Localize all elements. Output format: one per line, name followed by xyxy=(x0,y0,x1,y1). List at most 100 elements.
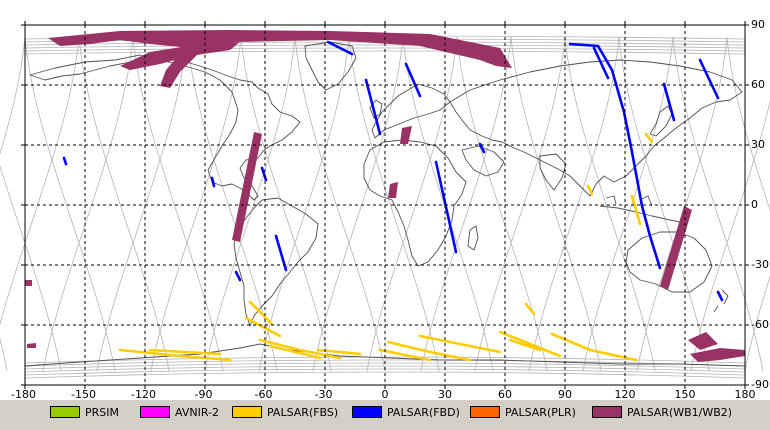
lon-tick-label: -120 xyxy=(131,388,156,401)
coast-india xyxy=(539,153,567,191)
legend-swatch xyxy=(470,406,500,418)
legend-swatch xyxy=(232,406,262,418)
orbit-track xyxy=(510,36,602,372)
lat-tick-label: 30 xyxy=(751,138,765,151)
legend-label: PALSAR(FBS) xyxy=(267,405,339,419)
legend-item: PRSIM xyxy=(50,405,119,419)
lon-tick-label: 120 xyxy=(614,388,636,401)
lon-tick-label: -60 xyxy=(254,388,273,401)
orbit-track xyxy=(24,371,746,379)
lon-tick-label: 30 xyxy=(438,388,452,401)
swaths-palsar-fbd xyxy=(62,40,724,302)
fbd-track-13 xyxy=(234,270,242,282)
map-panel: -180 -150 -120 -90 -60 -30 0 30 60 90 120 150 180 90… xyxy=(0,0,770,401)
orbit-track xyxy=(24,36,116,372)
lat-tick-label: 90 xyxy=(751,18,765,31)
wb-swath-west-2 xyxy=(27,343,36,348)
orbit-track xyxy=(456,36,548,372)
lon-tick-label: 180 xyxy=(734,388,756,401)
fbd-track-1 xyxy=(326,40,354,56)
legend-label: AVNIR-2 xyxy=(175,405,219,419)
legend-item: PALSAR(FBS) xyxy=(232,405,338,419)
wb-swath-arctic-2 xyxy=(120,42,240,70)
fbd-track-2 xyxy=(364,78,382,136)
coast-greenland xyxy=(304,41,357,91)
legend-item: PALSAR(WB1/WB2) xyxy=(592,405,732,419)
fbs-track-1 xyxy=(248,300,274,326)
fbd-track-6 xyxy=(568,42,662,270)
fbd-track-3 xyxy=(404,62,422,98)
coast-australia xyxy=(625,231,713,293)
lon-tick-label: -90 xyxy=(194,388,213,401)
orbit-track xyxy=(24,47,746,52)
orbit-track xyxy=(0,36,26,155)
lat-tick-label: -30 xyxy=(751,258,769,271)
fbd-track-14 xyxy=(210,176,216,188)
wb-swath-americas xyxy=(232,132,262,242)
grid-lines xyxy=(25,25,745,385)
lon-tick-label: 60 xyxy=(498,388,512,401)
legend-swatch xyxy=(352,406,382,418)
orbit-track xyxy=(24,365,746,373)
lon-tick-label: -30 xyxy=(314,388,333,401)
legend: PRSIM AVNIR-2 PALSAR(FBS) PALSAR(FBD) PALSAR… xyxy=(0,400,770,430)
lon-tick-label: -150 xyxy=(71,388,96,401)
orbit-track xyxy=(0,165,62,372)
fbd-track-5 xyxy=(478,142,486,154)
fbd-track-8 xyxy=(662,82,676,122)
fbs-track-3 xyxy=(118,348,232,362)
orbit-track xyxy=(744,275,770,372)
wb-swath-arctic xyxy=(48,30,512,88)
fbd-track-4 xyxy=(434,160,458,254)
orbit-track xyxy=(24,359,746,367)
world-map xyxy=(0,21,770,389)
fbs-track-2 xyxy=(244,316,282,338)
legend-label: PALSAR(PLR) xyxy=(505,405,576,419)
fbs-track-9 xyxy=(378,348,432,362)
fbs-track-15 xyxy=(630,194,642,226)
fbs-track-12 xyxy=(508,338,542,352)
lon-tick-label: 90 xyxy=(558,388,572,401)
fbd-track-12 xyxy=(274,234,288,272)
wb-swath-europe xyxy=(400,126,412,144)
swaths-palsar-wb xyxy=(25,30,745,362)
legend-item: AVNIR-2 xyxy=(140,405,219,419)
fbs-track-16 xyxy=(586,184,594,196)
fbs-track-4 xyxy=(148,348,222,356)
legend-label: PALSAR(FBD) xyxy=(387,405,460,419)
fbs-track-8 xyxy=(386,340,472,362)
wb-swath-south-pacific-1 xyxy=(688,332,718,350)
orbit-track xyxy=(672,36,764,372)
orbit-track xyxy=(294,36,386,372)
fbd-track-15 xyxy=(62,156,68,166)
lat-tick-label: 60 xyxy=(751,78,765,91)
fbs-track-6 xyxy=(268,344,322,360)
lon-tick-label: -180 xyxy=(11,388,36,401)
orbit-track xyxy=(348,36,440,372)
legend-swatch xyxy=(140,406,170,418)
legend-item: PALSAR(PLR) xyxy=(470,405,576,419)
coast-antarctica xyxy=(24,343,746,367)
wb-swath-africa xyxy=(388,182,398,198)
wb-swath-south-pacific-2 xyxy=(690,348,745,362)
fbd-track-7 xyxy=(592,46,610,80)
orbit-track xyxy=(726,36,770,212)
lat-tick-label: -60 xyxy=(751,318,769,331)
swaths-palsar-fbs xyxy=(118,132,654,362)
fbs-track-10 xyxy=(418,334,502,354)
coast-africa xyxy=(363,139,467,267)
legend-swatch xyxy=(50,406,80,418)
wb-swath-australia xyxy=(660,206,692,290)
lon-tick-label: 150 xyxy=(674,388,696,401)
wb-swath-west-1 xyxy=(25,280,32,286)
fbd-track-9 xyxy=(698,58,720,100)
lat-tick-label: -90 xyxy=(751,378,769,391)
coast-new-zealand xyxy=(713,289,729,313)
orbit-track xyxy=(564,36,656,372)
coast-japan xyxy=(649,105,673,137)
legend-swatch xyxy=(592,406,622,418)
fbs-track-17 xyxy=(644,132,654,144)
fbs-track-11 xyxy=(498,330,562,358)
orbit-track xyxy=(132,36,224,372)
fbd-track-10 xyxy=(716,290,724,302)
